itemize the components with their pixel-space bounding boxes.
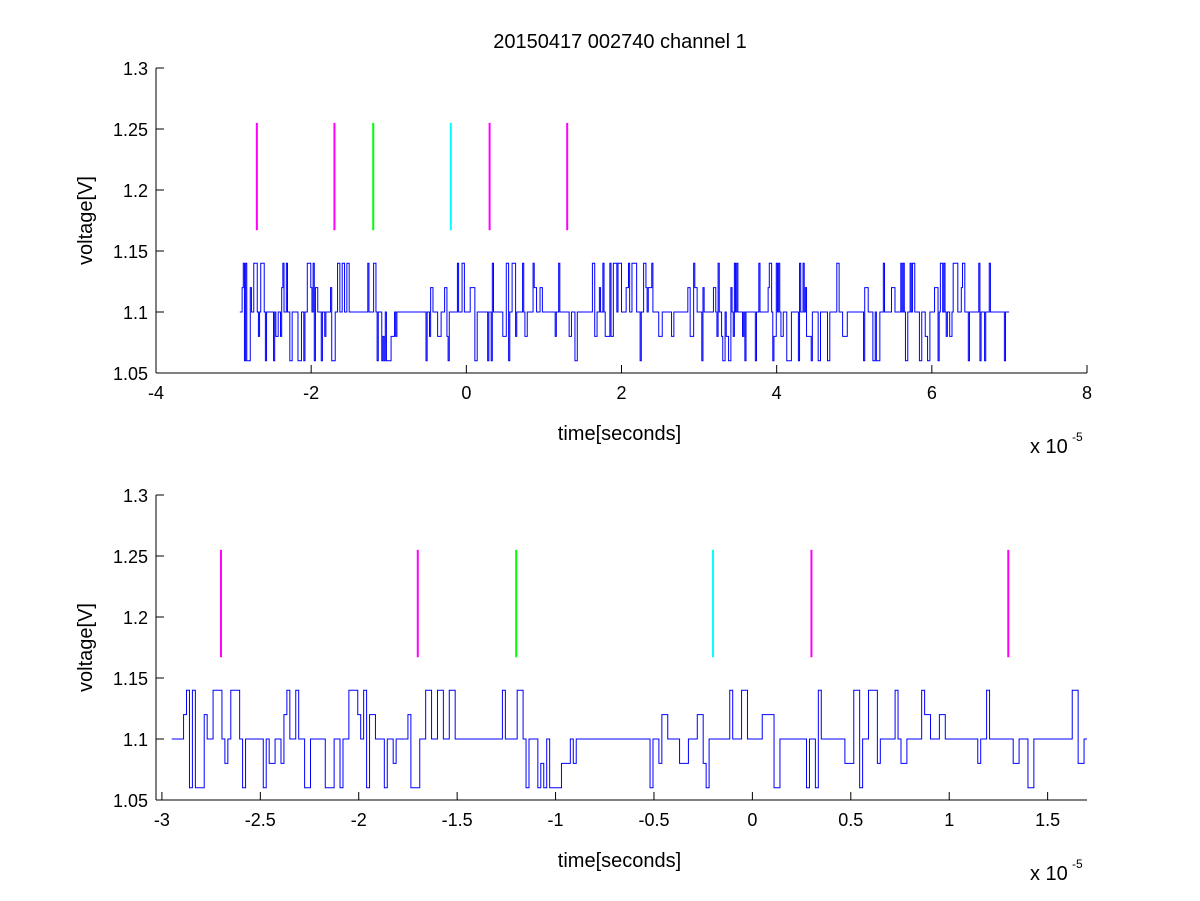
x-tick-label: -2 [303,383,319,403]
y-tick-label: 1.1 [123,303,148,323]
x-tick-label: -4 [148,383,164,403]
x-tick-label: -2 [351,810,367,830]
y-axis-label: voltage[V] [75,603,97,692]
x-axis-label: time[seconds] [558,850,681,872]
x-axis-label: time[seconds] [558,423,681,445]
chart-title: 20150417 002740 channel 1 [493,31,747,53]
x-tick-label: 8 [1082,383,1092,403]
x-exponent-label: x 10 [1030,436,1068,458]
signal-trace [239,262,1010,362]
x-tick-label: 4 [772,383,782,403]
x-tick-label: 1 [944,810,954,830]
x-tick-label: 1.5 [1035,810,1060,830]
top-panel: -4 -2 0 2 4 6 8 1.05 1.1 1.15 1.2 1.25 1.3 time[secon… [75,59,1092,458]
x-exponent-power: -5 [1072,430,1083,444]
y-tick-label: 1.25 [113,120,148,140]
y-tick-label: 1.2 [123,181,148,201]
x-tick-label: -1 [548,810,564,830]
x-tick-label: -2.5 [245,810,276,830]
y-axis-label: voltage[V] [75,176,97,265]
y-tick-label: 1.15 [113,242,148,262]
y-tick-label: 1.15 [113,669,148,689]
bottom-panel: -3 -2.5 -2 -1.5 -1 -0.5 0 0.5 1 1.5 1.05 1.1 1.15 1.2… [75,486,1087,885]
x-tick-label: -0.5 [638,810,669,830]
signal-trace [171,689,1087,789]
axes-1 [155,495,1087,801]
x-exponent-power: -5 [1072,857,1083,871]
x-exponent-label: x 10 [1030,863,1068,885]
y-tick-label: 1.05 [113,791,148,811]
y-tick-label: 1.25 [113,547,148,567]
x-tick-label: 0.5 [838,810,863,830]
y-tick-label: 1.3 [123,486,148,506]
x-tick-label: -3 [154,810,170,830]
x-tick-label: 0 [461,383,471,403]
y-tick-label: 1.1 [123,730,148,750]
x-tick-label: 0 [747,810,757,830]
x-tick-label: -1.5 [442,810,473,830]
x-tick-label: 6 [927,383,937,403]
y-tick-label: 1.2 [123,608,148,628]
y-tick-label: 1.05 [113,364,148,384]
y-tick-label: 1.3 [123,59,148,79]
x-tick-label: 2 [616,383,626,403]
